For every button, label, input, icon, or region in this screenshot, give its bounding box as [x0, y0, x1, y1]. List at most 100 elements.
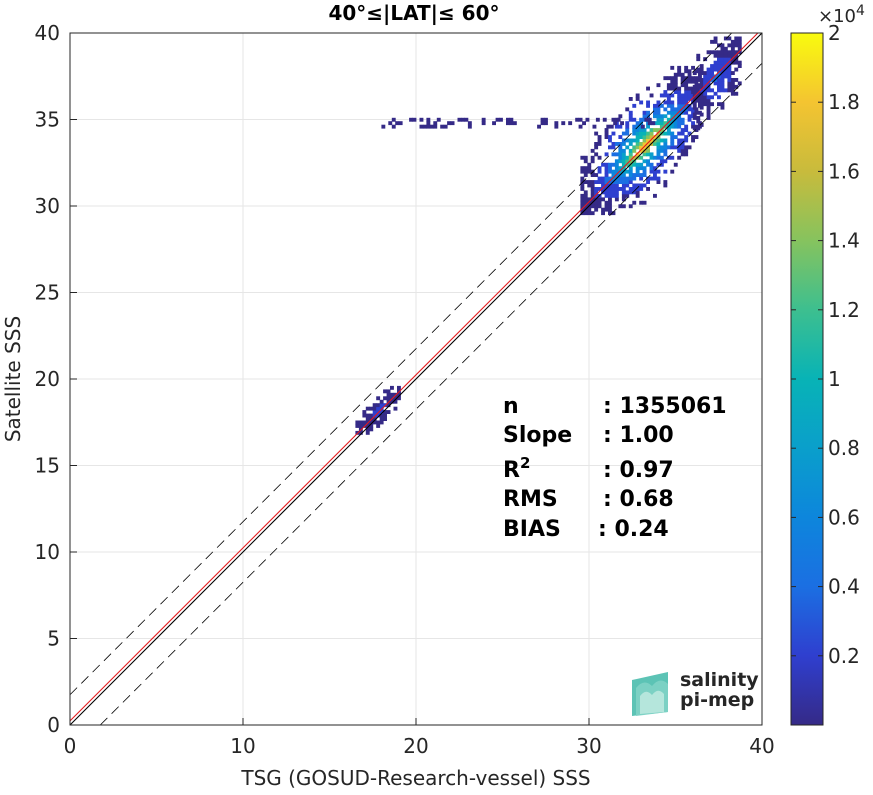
density-cell	[376, 396, 381, 401]
density-cell	[365, 427, 370, 432]
density-cell	[684, 103, 689, 108]
density-cell	[649, 131, 654, 136]
density-cell	[656, 110, 661, 115]
density-cell	[611, 190, 616, 195]
density-cell	[723, 53, 728, 58]
density-cell	[692, 84, 697, 89]
density-cell	[663, 148, 668, 153]
density-cell	[590, 187, 595, 191]
density-cell	[720, 67, 725, 72]
density-cell	[590, 148, 595, 153]
density-cell	[717, 81, 721, 86]
density-cell	[583, 173, 588, 177]
density-cell	[383, 410, 387, 414]
density-cell	[699, 105, 704, 110]
density-cell	[677, 155, 682, 160]
density-cell	[730, 88, 735, 93]
density-cell	[687, 76, 692, 81]
density-cell	[386, 410, 391, 414]
density-cell	[635, 93, 640, 98]
density-cell	[699, 64, 704, 68]
stat-label: n	[503, 394, 519, 419]
density-cell	[433, 121, 438, 126]
density-cell	[632, 155, 637, 160]
density-cell	[621, 155, 626, 160]
density-cell	[554, 124, 559, 129]
density-cell	[628, 114, 633, 119]
density-cell	[730, 57, 735, 62]
density-cell	[696, 126, 701, 131]
density-cell	[639, 155, 644, 160]
density-cell	[649, 152, 654, 157]
density-cell	[597, 135, 602, 139]
density-cell	[699, 95, 704, 100]
density-cell	[632, 138, 637, 143]
density-cell	[512, 121, 517, 126]
density-cell	[713, 60, 718, 65]
density-cell	[419, 117, 424, 122]
density-cell	[734, 84, 739, 89]
density-cell	[727, 53, 732, 58]
density-cell	[653, 142, 657, 146]
density-cell	[677, 107, 682, 112]
density-cell	[691, 121, 695, 126]
density-cell	[625, 145, 630, 150]
density-cell	[663, 145, 668, 150]
density-cell	[639, 128, 644, 132]
density-cell	[635, 131, 640, 136]
density-cell	[691, 79, 695, 84]
density-cell	[620, 121, 624, 126]
density-cell	[727, 57, 732, 62]
colorbar-tick-label: 1.6	[828, 159, 860, 183]
density-cell	[737, 81, 742, 86]
density-cell	[621, 187, 626, 191]
colorbar-exponent: ×104	[818, 3, 865, 27]
density-cell	[699, 88, 704, 93]
density-cell	[509, 117, 514, 122]
density-cell	[628, 138, 633, 143]
density-cell	[613, 121, 618, 126]
density-cell	[706, 102, 711, 107]
density-cell	[628, 180, 633, 184]
density-cell	[604, 166, 609, 171]
density-cell	[495, 117, 500, 122]
density-cell	[649, 93, 654, 98]
density-cell	[611, 211, 616, 216]
density-cell	[653, 173, 657, 177]
density-cell	[677, 121, 682, 126]
density-cell	[635, 152, 640, 157]
density-cell	[727, 36, 732, 41]
density-cell	[666, 86, 671, 91]
density-cell	[713, 67, 718, 72]
density-cell	[614, 180, 619, 184]
density-cell	[670, 117, 675, 122]
density-cell	[386, 403, 391, 408]
density-cell	[677, 142, 682, 146]
density-cell	[653, 107, 657, 112]
density-cell	[621, 159, 626, 164]
density-cell	[635, 162, 640, 167]
density-cell	[646, 148, 650, 153]
density-cell	[666, 97, 671, 101]
density-cell	[699, 67, 704, 72]
density-cell	[677, 103, 682, 108]
density-cell	[618, 142, 623, 146]
density-cell	[397, 385, 401, 390]
density-cell	[625, 107, 630, 112]
density-cell	[618, 155, 623, 160]
colorbar-tick-label: 1	[828, 367, 841, 391]
density-cell	[611, 169, 616, 174]
density-cell	[621, 193, 626, 198]
density-cell	[656, 145, 661, 150]
density-cell	[365, 424, 370, 428]
density-cell	[628, 97, 633, 101]
density-cell	[611, 183, 616, 188]
density-cell	[635, 121, 640, 126]
density-cell	[670, 79, 675, 84]
density-cell	[506, 121, 510, 126]
density-cell	[429, 124, 434, 129]
density-cell	[393, 399, 398, 404]
density-cell	[362, 420, 367, 425]
density-cell	[684, 128, 689, 132]
